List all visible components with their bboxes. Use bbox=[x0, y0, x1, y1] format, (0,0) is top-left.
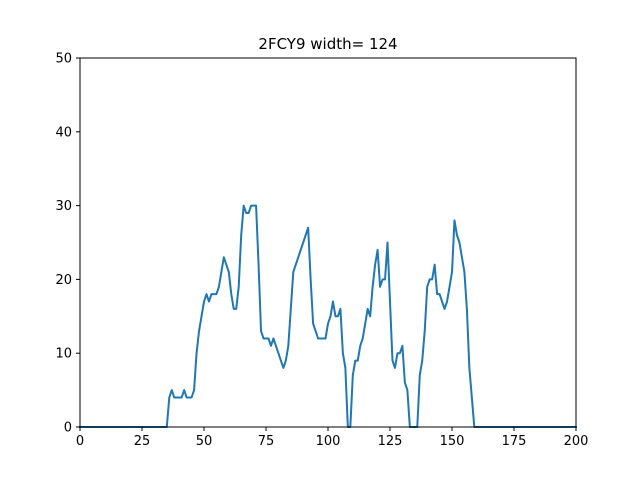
x-tick-label: 25 bbox=[134, 434, 151, 449]
series-line-0 bbox=[79, 204, 577, 428]
x-tick-label: 0 bbox=[76, 434, 84, 449]
chart-title: 2FCY9 width= 124 bbox=[258, 35, 397, 53]
x-tick-label: 75 bbox=[258, 434, 275, 449]
x-tick-label: 150 bbox=[440, 434, 465, 449]
y-tick-label: 10 bbox=[55, 347, 72, 362]
x-tick-label: 200 bbox=[564, 434, 589, 449]
axes: 0 25 50 75 100 125 150 175 200 0 10 20 30 40 50 bbox=[55, 52, 588, 450]
x-tick-label: 125 bbox=[378, 434, 403, 449]
x-tick-label: 175 bbox=[502, 434, 527, 449]
y-tick-label: 0 bbox=[64, 421, 72, 436]
x-tick-label: 100 bbox=[316, 434, 341, 449]
plot-area bbox=[79, 204, 577, 428]
y-tick-label: 40 bbox=[55, 125, 72, 140]
y-tick-label: 20 bbox=[55, 273, 72, 288]
x-tick-label: 50 bbox=[196, 434, 213, 449]
y-tick-label: 30 bbox=[55, 199, 72, 214]
y-tick-label: 50 bbox=[55, 52, 72, 67]
